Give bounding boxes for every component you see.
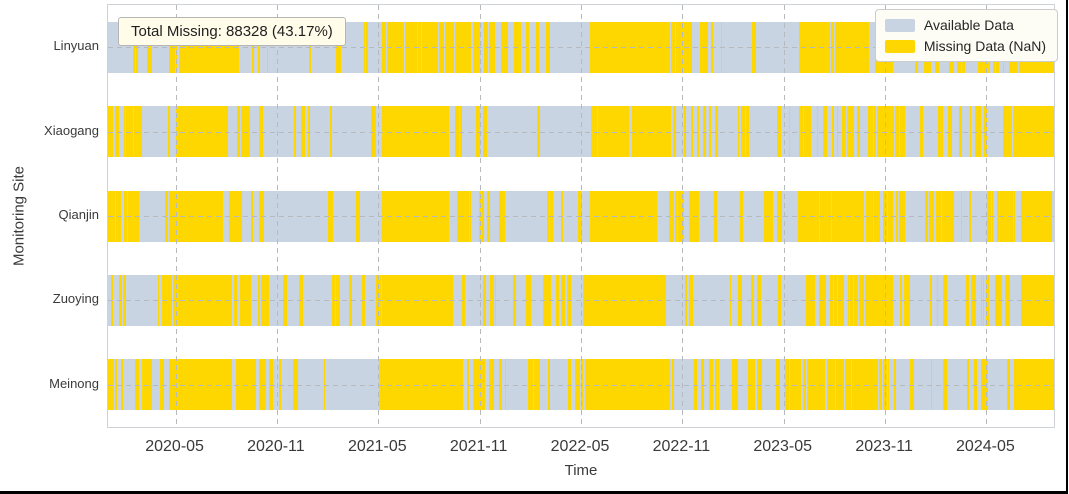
x-tick-label-2023-05: 2023-05 [753, 438, 813, 455]
x-tick-label-2020-11: 2020-11 [247, 438, 305, 455]
vertical-gridline [682, 5, 684, 427]
x-tick-label-2021-05: 2021-05 [347, 438, 407, 455]
vertical-gridline [885, 5, 887, 427]
x-tick-label-2021-11: 2021-11 [449, 438, 508, 455]
legend-entry-missing: Missing Data (NaN) [884, 38, 1046, 54]
y-tick-label-linyuan: Linyuan [53, 38, 99, 54]
legend-label-available: Available Data [923, 17, 1014, 33]
vertical-gridline [783, 5, 785, 427]
x-axis-label: Time [564, 462, 598, 479]
legend-label-missing: Missing Data (NaN) [923, 38, 1046, 54]
x-tick-label-2020-05: 2020-05 [145, 438, 204, 455]
y-tick-label-qianjin: Qianjin [58, 207, 99, 222]
y-tick-label-xiaogang: Xiaogang [44, 122, 99, 138]
x-tick-label-2022-11: 2022-11 [652, 438, 711, 455]
x-tick-label-2024-05: 2024-05 [956, 438, 1015, 455]
y-tick-label-zuoying: Zuoying [52, 291, 99, 307]
plot-area: Total Missing: 88328 (43.17%) Available … [107, 4, 1058, 428]
vertical-gridline [175, 5, 177, 427]
x-tick-label-2023-11: 2023-11 [855, 438, 913, 455]
vertical-gridline [581, 5, 582, 427]
legend-swatch-missing-icon [884, 39, 915, 53]
vertical-gridline [479, 5, 481, 427]
vertical-gridline [986, 5, 988, 427]
legend-swatch-available-icon [884, 18, 915, 32]
vertical-gridline [378, 5, 380, 427]
total-missing-annotation: Total Missing: 88328 (43.17%) [118, 17, 346, 46]
vertical-gridline [276, 5, 278, 427]
legend-entry-available: Available Data [884, 17, 1046, 33]
legend: Available Data Missing Data (NaN) [874, 9, 1058, 62]
y-tick-label-meinong: Meinong [49, 375, 99, 391]
x-tick-label-2022-05: 2022-05 [550, 438, 610, 455]
